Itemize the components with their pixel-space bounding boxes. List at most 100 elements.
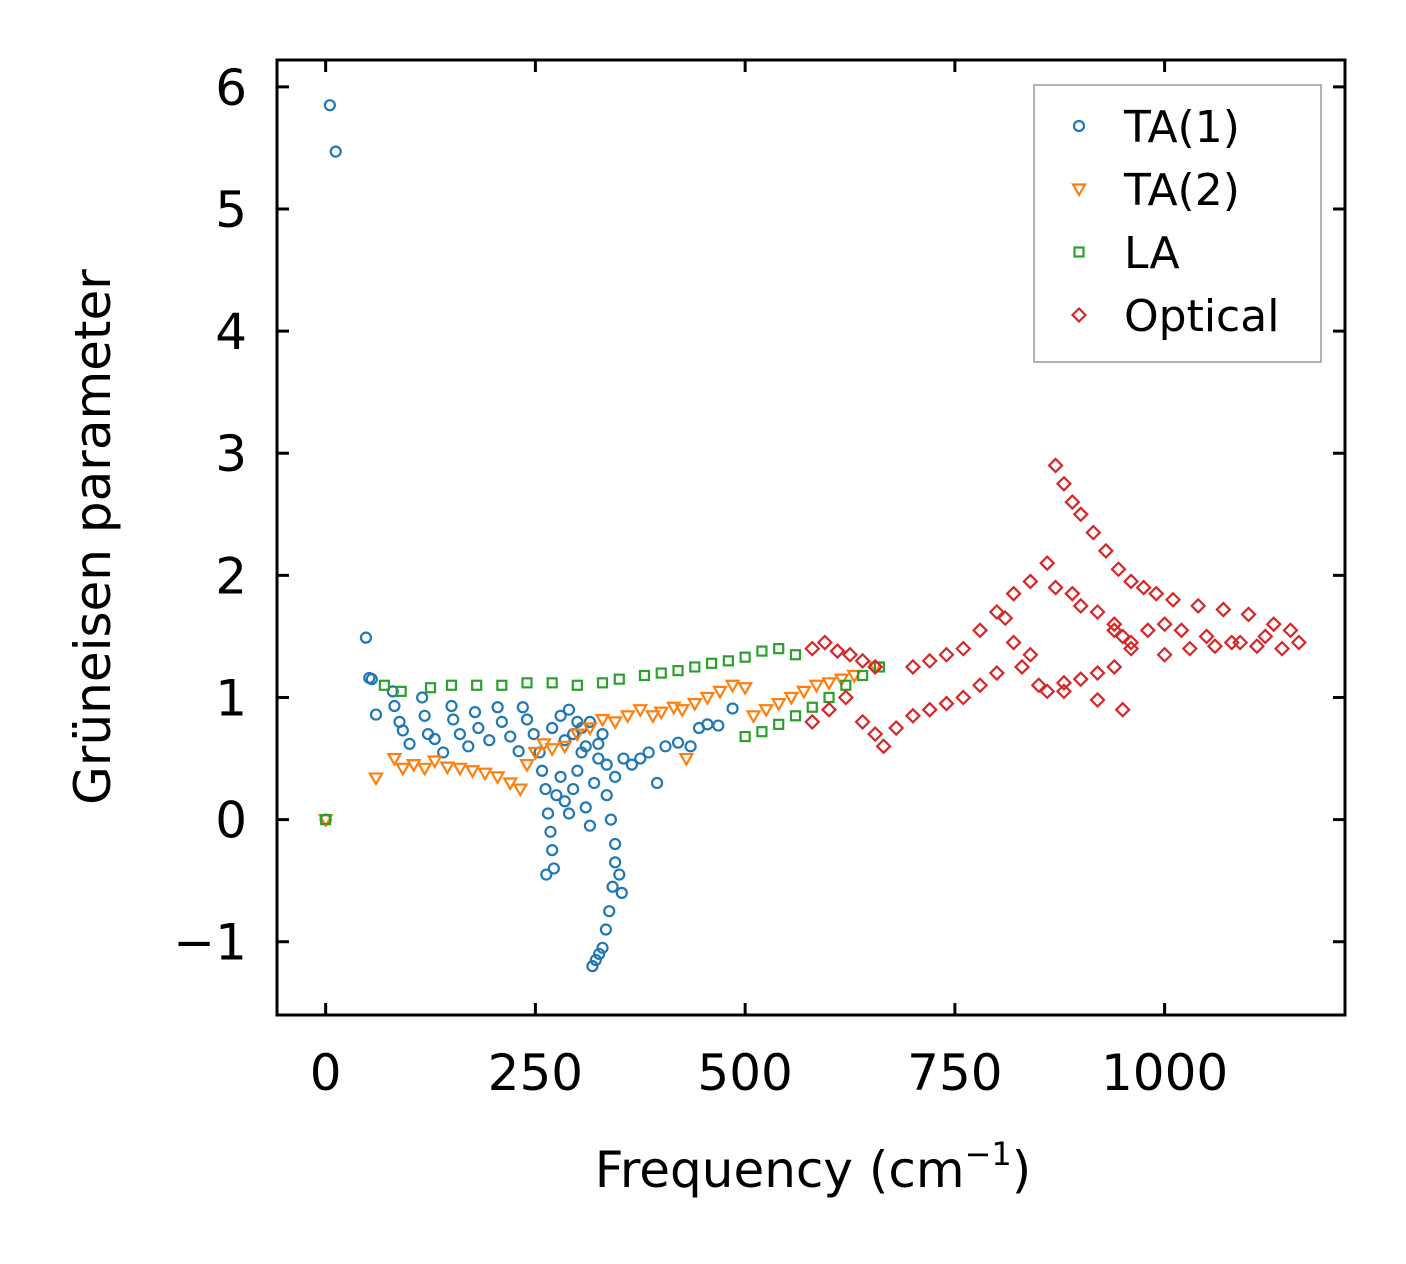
la-point <box>378 679 390 691</box>
ta-2-point <box>758 704 775 718</box>
optical-point <box>1022 573 1039 590</box>
ta-1-point <box>540 868 553 881</box>
optical-point <box>1089 603 1106 621</box>
ta-1-point <box>583 715 597 729</box>
x-axis-title: Frequency (cm−1) <box>595 1135 1032 1199</box>
la-point <box>856 669 869 682</box>
legend-marker-optical <box>1070 306 1088 324</box>
optical-point <box>1064 494 1081 511</box>
ta-1-point <box>592 752 605 765</box>
ta-1-point <box>583 819 597 832</box>
optical-point <box>971 677 989 694</box>
ta-2-point <box>607 716 623 731</box>
ta-2-point <box>770 697 787 712</box>
la-point <box>521 677 533 689</box>
optical-point <box>1135 579 1152 596</box>
ta-1-point <box>516 701 529 714</box>
optical-point <box>955 640 972 657</box>
ta-2-point <box>821 677 837 692</box>
ta-2-point <box>368 772 384 787</box>
optical-point <box>988 665 1005 682</box>
la-point <box>756 645 768 657</box>
optical-point <box>1232 634 1249 651</box>
ta-1-point <box>567 782 580 796</box>
optical-point <box>1164 591 1182 608</box>
optical-point <box>1106 658 1123 676</box>
ta-2-point <box>386 752 403 767</box>
optical-point <box>888 719 905 737</box>
ta-2-point <box>464 765 481 779</box>
ta-1-point <box>495 715 508 729</box>
ta-2-point <box>632 704 649 718</box>
ta-1-point <box>589 953 602 967</box>
ta-2-point <box>653 706 670 721</box>
ta-1-point <box>468 706 482 719</box>
optical-point <box>1123 640 1140 657</box>
ta-2-point <box>644 710 661 725</box>
ta-1-point <box>418 709 431 722</box>
ta-2-point <box>674 704 691 718</box>
ta-2-point <box>519 759 535 773</box>
ta-1-point <box>588 776 601 790</box>
ta-1-point <box>403 737 416 750</box>
ta-2-point <box>451 762 468 777</box>
legend-label-ta-2: TA(2) <box>1123 165 1240 216</box>
optical-point <box>837 689 854 706</box>
ta-2-point <box>477 767 493 782</box>
ta-1-point <box>396 724 409 737</box>
optical-point <box>1055 674 1073 691</box>
ta-2-point <box>405 759 422 773</box>
optical-point <box>988 603 1005 621</box>
ta-1-point <box>472 721 485 735</box>
optical-point <box>1013 658 1031 676</box>
la-point <box>596 677 609 689</box>
ta-1-point <box>579 740 592 753</box>
ta-1-point <box>445 699 458 713</box>
ta-1-point <box>388 699 401 713</box>
optical-point <box>1290 634 1307 651</box>
la-point <box>445 679 458 691</box>
optical-point <box>1097 542 1114 559</box>
la-point <box>739 651 751 663</box>
optical-point <box>1022 646 1039 663</box>
ta-2-point <box>808 679 825 694</box>
ta-1-point <box>562 703 576 716</box>
y-tick-label: 1 <box>215 669 247 727</box>
ta-2-point <box>686 697 703 712</box>
optical-point <box>875 738 892 755</box>
optical-point <box>1248 638 1265 655</box>
optical-point <box>1156 616 1173 633</box>
optical-point <box>816 634 833 651</box>
optical-point <box>921 652 938 669</box>
ta-2-point <box>795 685 812 700</box>
ta-2-point <box>556 740 573 755</box>
y-tick-label: 2 <box>215 547 247 605</box>
ta-1-point <box>609 837 622 851</box>
la-point <box>471 679 483 691</box>
ta-1-point <box>558 734 571 747</box>
ta-1-point <box>562 807 576 820</box>
x-tick-label: 250 <box>488 1044 583 1102</box>
y-tick-label: 6 <box>215 59 247 117</box>
legend-marker-la <box>1073 246 1085 258</box>
x-axis-ticks: 0 250 500 750 1000 <box>310 60 1228 1102</box>
optical-point <box>1114 701 1131 718</box>
la-point <box>722 655 734 667</box>
y-tick-label: 0 <box>215 792 247 850</box>
optical-point <box>1089 691 1106 708</box>
ta-2-point <box>512 783 529 798</box>
ta-1-point <box>671 736 685 749</box>
legend-marker-ta-2 <box>1071 183 1087 198</box>
optical-point <box>955 689 972 706</box>
y-tick-label: 5 <box>215 181 247 239</box>
ta-1-point <box>586 960 599 973</box>
la-point <box>496 679 508 691</box>
ta-2-point <box>394 762 411 777</box>
optical-point <box>1005 585 1022 602</box>
optical-point <box>1055 475 1073 492</box>
optical-point <box>1265 616 1282 633</box>
ta-1-point <box>613 868 626 881</box>
la-point <box>672 665 684 677</box>
optical-point <box>867 726 884 743</box>
